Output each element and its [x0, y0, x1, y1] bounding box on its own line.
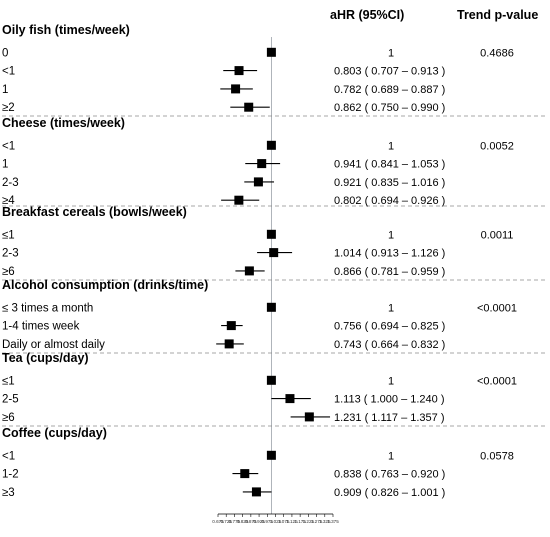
- hr-point: [285, 394, 295, 404]
- trend-p-value: <0.0001: [477, 375, 517, 387]
- hr-ci-value: 1: [388, 450, 394, 462]
- group-title: Oily fish (times/week): [2, 23, 130, 37]
- hr-ci-value: 1: [388, 229, 394, 241]
- row-label: ≥4: [2, 195, 15, 207]
- hr-ci-value: 0.866 ( 0.781 – 0.959 ): [334, 266, 445, 278]
- hr-point: [257, 159, 267, 169]
- hr-point: [251, 487, 261, 497]
- hr-point: [266, 450, 276, 460]
- group-title: Cheese (times/week): [2, 116, 125, 130]
- row-label: 1-4 times week: [2, 321, 80, 333]
- hr-point: [266, 47, 276, 57]
- trend-p-value: 0.4686: [480, 47, 514, 59]
- row-label: ≥6: [2, 266, 15, 278]
- hr-ci-value: 0.803 ( 0.707 – 0.913 ): [334, 66, 445, 78]
- hr-point: [304, 412, 314, 422]
- trend-column-header: Trend p-value: [457, 8, 538, 22]
- hr-point: [234, 66, 244, 76]
- x-tick-label: 0.875: [245, 519, 257, 524]
- hr-ci-value: 0.862 ( 0.750 – 0.990 ): [334, 102, 445, 114]
- x-tick-label: 0.675: [212, 519, 224, 524]
- ahr-column-header: aHR (95%CI): [330, 8, 404, 22]
- x-tick-label: 0.975: [262, 519, 274, 524]
- hr-ci-value: 1: [388, 140, 394, 152]
- x-tick-label: 1.225: [303, 519, 315, 524]
- row-label: 1-2: [2, 469, 19, 481]
- group-title: Coffee (cups/day): [2, 426, 107, 440]
- x-tick-label: 1.175: [294, 519, 306, 524]
- x-tick-label: 0.725: [220, 519, 232, 524]
- hr-ci-value: 1.113 ( 1.000 – 1.240 ): [334, 394, 445, 406]
- row-label: 2-5: [2, 394, 19, 406]
- x-tick-label: 0.925: [253, 519, 265, 524]
- hr-ci-value: 1: [388, 47, 394, 59]
- hr-point: [244, 266, 254, 276]
- row-label: ≥3: [2, 487, 15, 499]
- trend-p-value: 0.0052: [480, 140, 514, 152]
- hr-ci-value: 0.838 ( 0.763 – 0.920 ): [334, 469, 445, 481]
- hr-point: [266, 375, 276, 385]
- group-title: Breakfast cereals (bowls/week): [2, 205, 187, 219]
- x-tick-label: 1.125: [286, 519, 298, 524]
- row-label: ≥2: [2, 102, 15, 114]
- row-label: 2-3: [2, 248, 19, 260]
- hr-ci-value: 0.941 ( 0.841 – 1.053 ): [334, 159, 445, 171]
- hr-point: [224, 339, 234, 349]
- row-label: <1: [2, 140, 15, 152]
- row-label: ≥6: [2, 412, 15, 424]
- row-label: ≤ 3 times a month: [2, 302, 93, 314]
- hr-point: [266, 229, 276, 239]
- row-label: ≤1: [2, 229, 15, 241]
- hr-ci-value: 1.231 ( 1.117 – 1.357 ): [334, 412, 445, 424]
- hr-ci-value: 1.014 ( 0.913 – 1.126 ): [334, 248, 445, 260]
- hr-point: [266, 302, 276, 312]
- x-tick-label: 0.775: [229, 519, 241, 524]
- x-tick-label: 1.375: [327, 519, 339, 524]
- hr-ci-value: 0.909 ( 0.826 – 1.001 ): [334, 487, 445, 499]
- row-label: 1: [2, 84, 8, 96]
- x-tick-label: 1.275: [311, 519, 323, 524]
- hr-point: [231, 84, 241, 94]
- hr-point: [244, 102, 254, 112]
- hr-point: [269, 248, 279, 258]
- row-label: <1: [2, 450, 15, 462]
- hr-ci-value: 0.802 ( 0.694 – 0.926 ): [334, 195, 445, 207]
- trend-p-value: 0.0011: [481, 229, 514, 241]
- row-label: Daily or almost daily: [2, 339, 105, 351]
- hr-ci-value: 1: [388, 375, 394, 387]
- plot-body: Oily fish (times/week) 0 1 0.4686 <1 0.803 ( …: [2, 23, 548, 524]
- x-tick-label: 1.325: [319, 519, 331, 524]
- x-tick-label: 1.025: [270, 519, 282, 524]
- hr-point: [234, 195, 244, 205]
- hr-ci-value: 1: [388, 302, 394, 314]
- hr-ci-value: 0.782 ( 0.689 – 0.887 ): [334, 84, 445, 96]
- trend-p-value: 0.0578: [480, 450, 514, 462]
- hr-ci-value: 0.743 ( 0.664 – 0.832 ): [334, 339, 445, 351]
- hr-ci-value: 0.756 ( 0.694 – 0.825 ): [334, 321, 445, 333]
- row-label: 1: [2, 159, 8, 171]
- x-tick-label: 1.075: [278, 519, 290, 524]
- row-label: <1: [2, 66, 15, 78]
- trend-p-value: <0.0001: [477, 302, 517, 314]
- hr-point: [240, 469, 250, 479]
- x-tick-label: 0.825: [237, 519, 249, 524]
- hr-point: [253, 177, 263, 187]
- row-label: ≤1: [2, 375, 15, 387]
- row-label: 2-3: [2, 177, 19, 189]
- group-title: Alcohol consumption (drinks/time): [2, 278, 208, 292]
- hr-point: [226, 321, 236, 331]
- row-label: 0: [2, 47, 8, 59]
- hr-point: [266, 140, 276, 150]
- group-title: Tea (cups/day): [2, 351, 89, 365]
- hr-ci-value: 0.921 ( 0.835 – 1.016 ): [334, 177, 445, 189]
